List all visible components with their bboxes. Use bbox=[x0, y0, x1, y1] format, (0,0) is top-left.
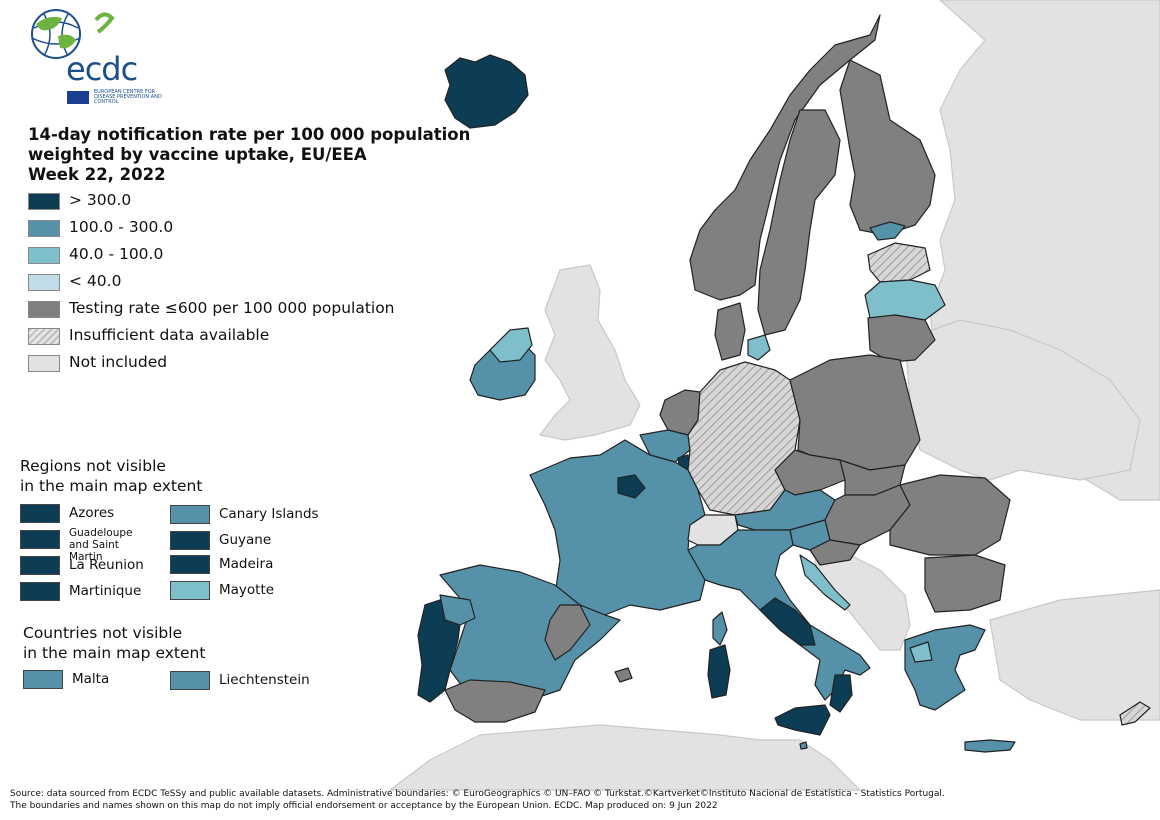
legend-swatch bbox=[28, 193, 60, 210]
spain-central bbox=[544, 604, 591, 661]
region-label: Guyane bbox=[219, 532, 272, 548]
finland-south-region bbox=[869, 221, 906, 241]
romania bbox=[889, 474, 1011, 556]
legend-swatch bbox=[28, 355, 60, 372]
country-label: Malta bbox=[72, 671, 110, 687]
estonia bbox=[867, 242, 931, 283]
map-title: 14-day notification rate per 100 000 pop… bbox=[28, 125, 471, 184]
greece bbox=[904, 624, 986, 711]
country-swatch bbox=[23, 670, 63, 689]
spain bbox=[439, 564, 621, 701]
turkey-area bbox=[989, 589, 1160, 721]
paris-region bbox=[617, 474, 646, 499]
bulgaria bbox=[924, 554, 1006, 613]
balearic bbox=[614, 667, 633, 683]
legend-swatch bbox=[28, 301, 60, 318]
country-swatch bbox=[170, 671, 210, 690]
portugal-north bbox=[439, 594, 476, 626]
region-swatch bbox=[170, 505, 210, 524]
country-label: Liechtenstein bbox=[219, 672, 310, 688]
poland bbox=[789, 354, 921, 471]
source-note: Source: data sourced from ECDC TeSSy and… bbox=[10, 789, 945, 811]
legend-swatch bbox=[28, 274, 60, 291]
region-swatch bbox=[20, 556, 60, 575]
region-label: Mayotte bbox=[219, 582, 275, 598]
malta bbox=[799, 741, 808, 750]
legend-swatch bbox=[28, 220, 60, 237]
sicily bbox=[774, 704, 831, 736]
finland bbox=[839, 59, 936, 236]
logo-subtitle: EUROPEAN CENTRE FOR DISEASE PREVENTION A… bbox=[94, 89, 162, 105]
region-swatch bbox=[170, 531, 210, 550]
italy-central bbox=[759, 597, 816, 646]
legend-label: Testing rate ≤600 per 100 000 population bbox=[69, 299, 395, 317]
balkans-area bbox=[814, 554, 911, 651]
crete bbox=[964, 739, 1016, 753]
legend-label: < 40.0 bbox=[69, 272, 122, 290]
croatia bbox=[809, 539, 861, 566]
lithuania bbox=[867, 314, 936, 363]
iceland bbox=[444, 54, 529, 129]
united-kingdom bbox=[539, 264, 641, 441]
denmark-islands bbox=[747, 334, 771, 361]
region-swatch bbox=[20, 504, 60, 523]
cyprus bbox=[1119, 701, 1151, 726]
andalusia bbox=[444, 679, 546, 723]
belarus-ukraine-area bbox=[904, 319, 1141, 481]
region-swatch bbox=[20, 582, 60, 601]
region-label: Canary Islands bbox=[219, 506, 319, 522]
legend-label: > 300.0 bbox=[69, 191, 132, 209]
region-swatch bbox=[170, 555, 210, 574]
calabria bbox=[829, 674, 853, 713]
region-label: Guadeloupe and Saint Martin bbox=[69, 527, 133, 563]
latvia bbox=[864, 279, 946, 321]
norway bbox=[689, 14, 881, 301]
region-swatch bbox=[170, 581, 210, 600]
ecdc-logo: ecdc EUROPEAN CENTRE FOR DISEASE PREVENT… bbox=[22, 6, 162, 105]
legend-swatch bbox=[28, 328, 60, 345]
legend-label: 100.0 - 300.0 bbox=[69, 218, 174, 236]
legend-swatch bbox=[28, 247, 60, 264]
region-label: La Reunion bbox=[69, 557, 144, 573]
eu-flag-icon bbox=[67, 91, 89, 104]
legend-label: 40.0 - 100.0 bbox=[69, 245, 164, 263]
legend-label: Not included bbox=[69, 353, 168, 371]
region-label: Martinique bbox=[69, 583, 142, 599]
regions-title: Regions not visible in the main map exte… bbox=[20, 457, 203, 495]
denmark bbox=[714, 302, 746, 361]
legend-label: Insufficient data available bbox=[69, 326, 270, 344]
northern-ireland bbox=[489, 327, 533, 363]
countries-title: Countries not visible in the main map ex… bbox=[23, 624, 206, 662]
sardinia bbox=[707, 644, 731, 699]
region-swatch bbox=[20, 530, 60, 549]
region-label: Azores bbox=[69, 505, 115, 521]
corsica bbox=[712, 611, 728, 646]
croatia-coast bbox=[799, 554, 851, 611]
sweden bbox=[757, 109, 841, 336]
globe-icon bbox=[31, 9, 115, 59]
greece-thessaly bbox=[909, 641, 933, 663]
north-africa-area bbox=[389, 724, 861, 791]
region-label: Madeira bbox=[219, 556, 274, 572]
logo-text: ecdc bbox=[66, 50, 138, 88]
